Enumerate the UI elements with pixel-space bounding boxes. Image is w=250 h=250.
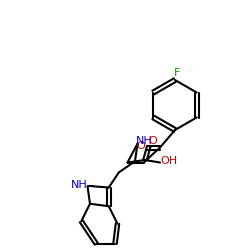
Text: O: O	[148, 136, 157, 146]
Text: NH: NH	[136, 136, 152, 146]
Text: F: F	[174, 68, 181, 78]
Text: O: O	[137, 141, 145, 151]
Text: OH: OH	[160, 156, 177, 166]
Text: NH: NH	[70, 180, 87, 190]
